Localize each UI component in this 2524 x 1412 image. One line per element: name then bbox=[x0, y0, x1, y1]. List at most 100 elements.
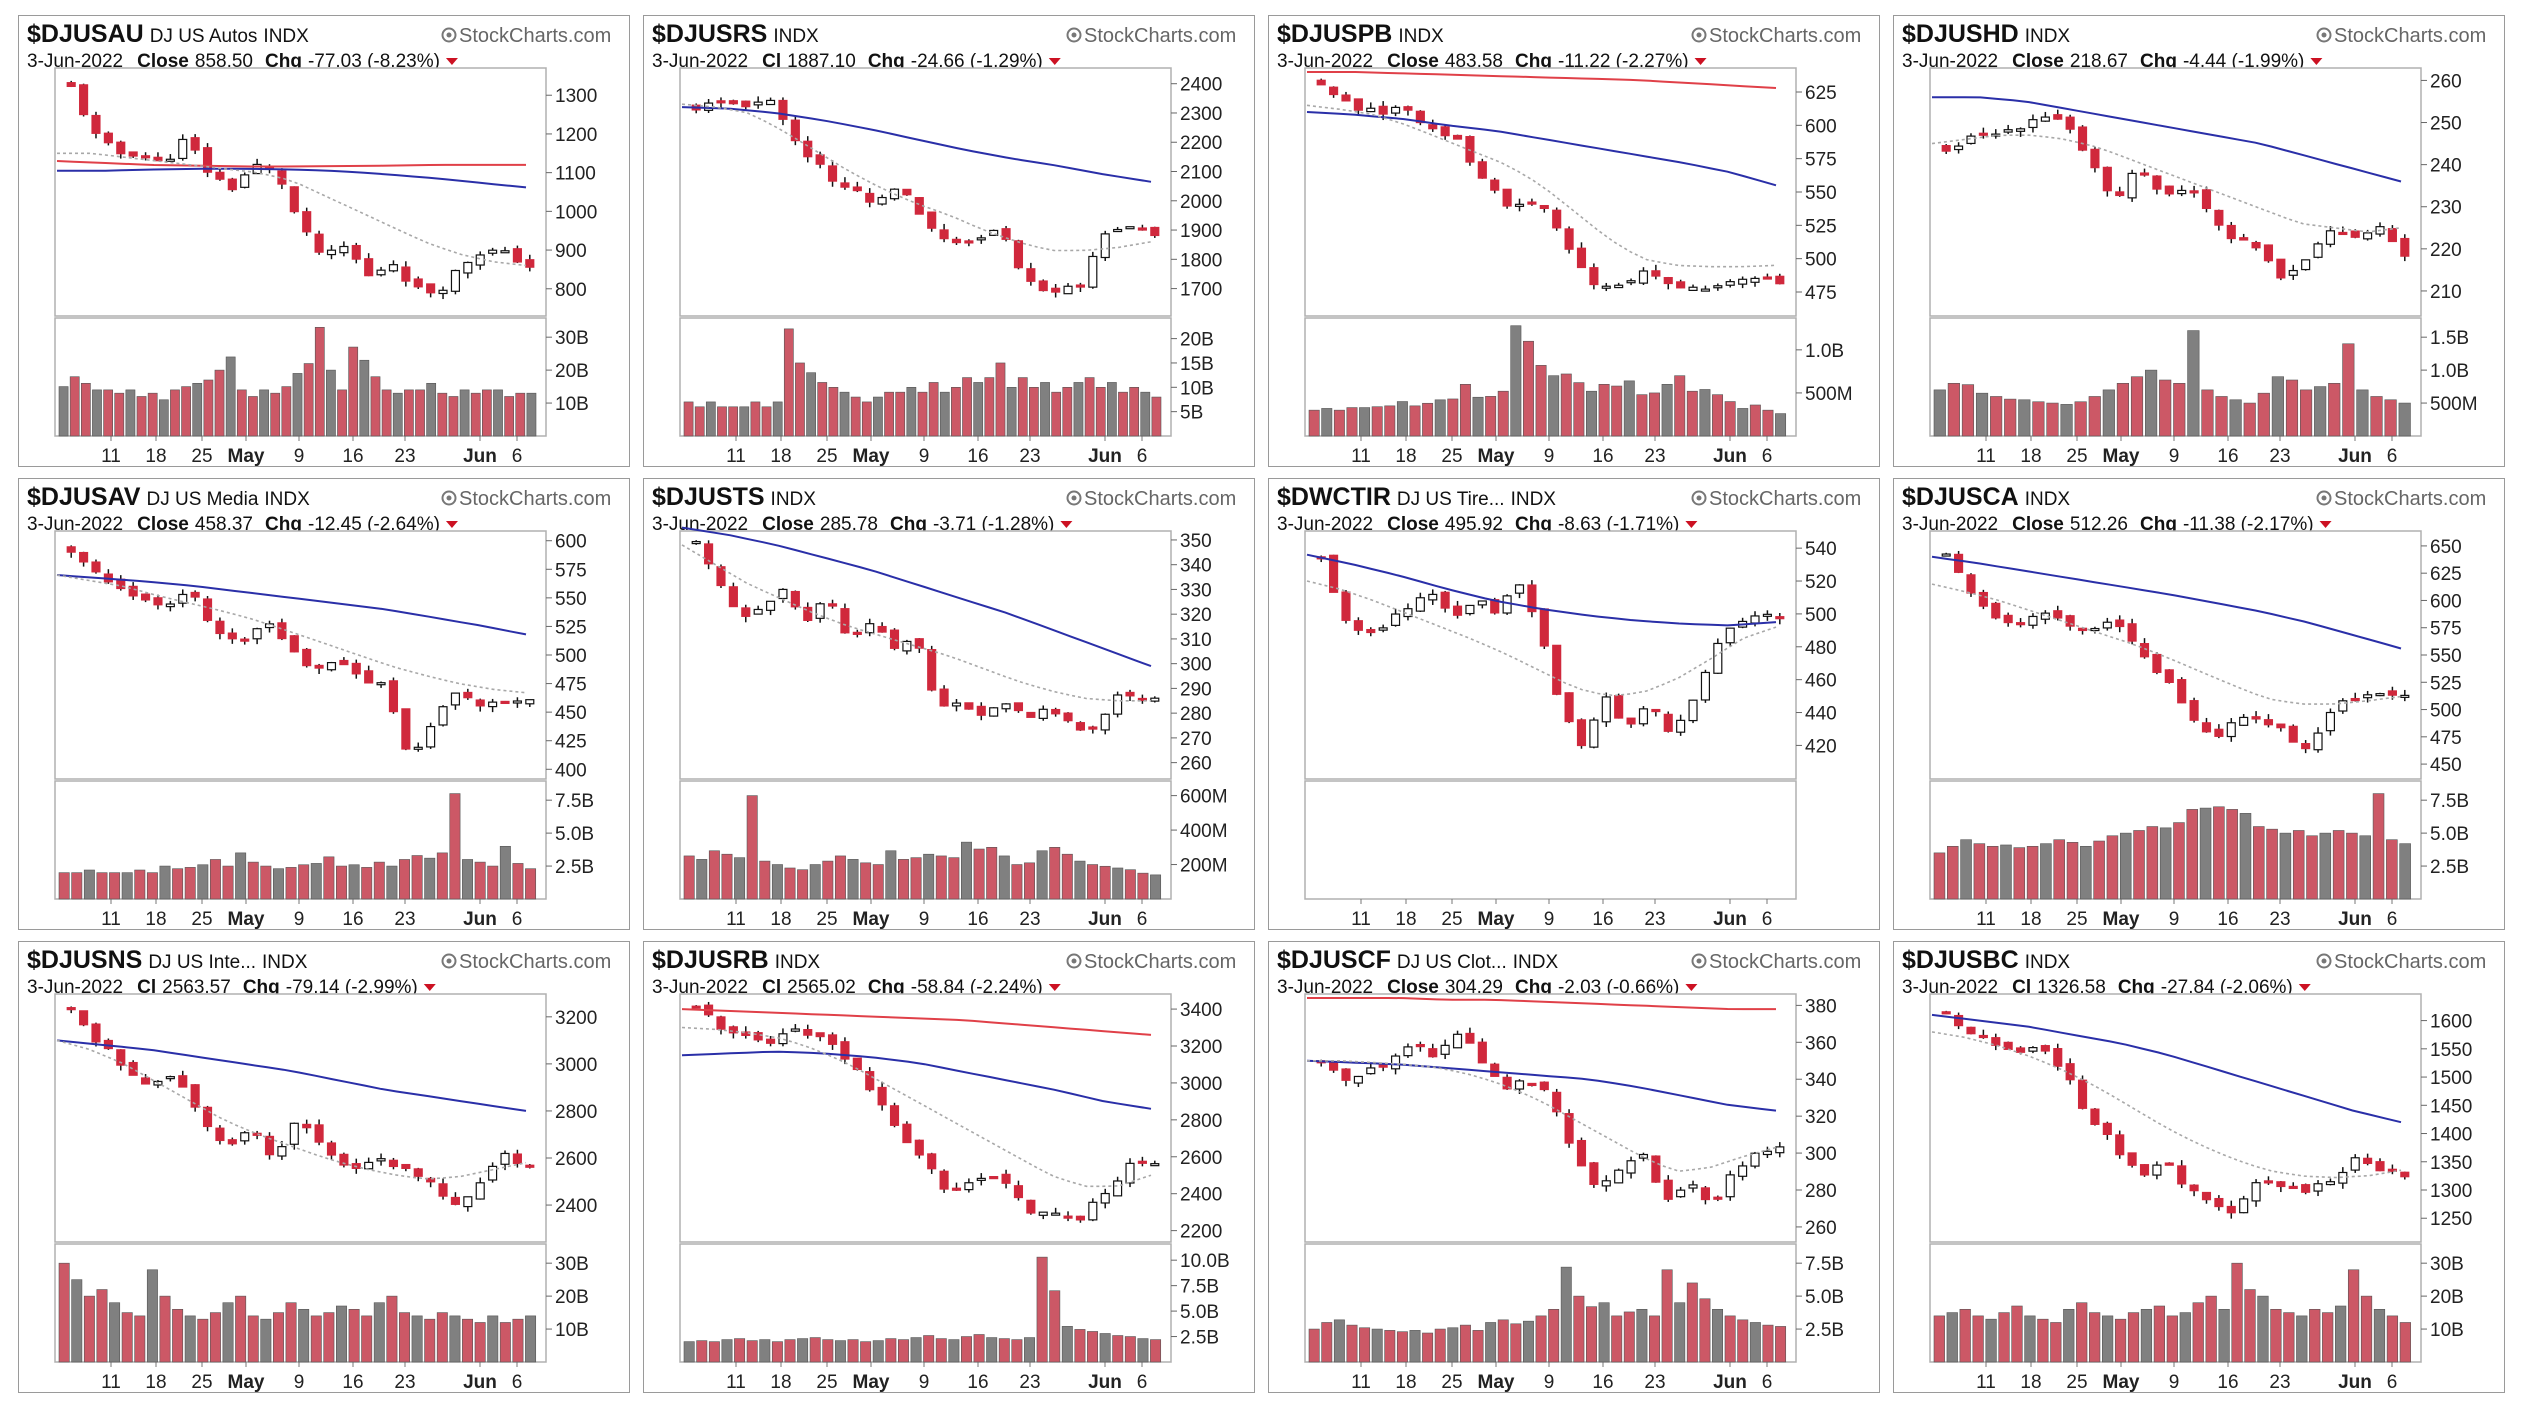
volume-bar bbox=[897, 859, 909, 900]
price-tick-label: 1800 bbox=[1180, 250, 1222, 271]
candle-up bbox=[2015, 128, 2026, 132]
stockcharts-logo-dot bbox=[1696, 958, 1702, 964]
stockcharts-logo-dot bbox=[1071, 32, 1077, 38]
quote-close-label: Close bbox=[2012, 51, 2064, 72]
x-tick-label: 18 bbox=[2020, 909, 2041, 930]
x-tick-label: May bbox=[1478, 909, 1515, 930]
volume-bar bbox=[146, 1269, 158, 1363]
volume-bar bbox=[1737, 1319, 1749, 1363]
candle-down bbox=[1316, 79, 1326, 86]
candle-down bbox=[1001, 1173, 1011, 1184]
volume-bar bbox=[512, 1318, 524, 1363]
volume-bar bbox=[1107, 382, 1117, 437]
chart-panel-djusrs[interactable]: $DJUSRS INDX StockCharts.com 3-Jun-2022 Cl 18… bbox=[643, 15, 1255, 467]
candle-up bbox=[488, 701, 498, 708]
chart-panel-djusrb[interactable]: $DJUSRB INDX StockCharts.com 3-Jun-2022 Cl 25… bbox=[643, 941, 1255, 1393]
candle-up bbox=[1001, 703, 1011, 710]
stockcharts-logo-icon bbox=[2316, 490, 2332, 506]
chart-panel-djusca[interactable]: $DJUSCA INDX StockCharts.com 3-Jun-2022 Clos… bbox=[1893, 478, 2505, 930]
candle-up bbox=[1100, 713, 1110, 731]
candle-down bbox=[2201, 189, 2212, 209]
chart-panel-djusns[interactable]: $DJUSNS DJ US Inte... INDX StockCharts.com 3… bbox=[18, 941, 630, 1393]
candle-down bbox=[1477, 161, 1487, 179]
candle-down bbox=[1539, 1081, 1549, 1091]
price-tick-label: 425 bbox=[555, 732, 587, 753]
volume-bar bbox=[1124, 1336, 1136, 1363]
candle-up bbox=[1125, 226, 1135, 230]
chart-panel-djusts[interactable]: $DJUSTS INDX StockCharts.com 3-Jun-2022 Clos… bbox=[643, 478, 1255, 930]
quote-change-value: -77.03 (-8.23%) bbox=[308, 51, 440, 72]
ma-red-line bbox=[1307, 71, 1777, 89]
quote-change-value: -8.63 (-1.71%) bbox=[1558, 514, 1679, 535]
volume-bar bbox=[1140, 391, 1151, 437]
candle-down bbox=[1063, 1215, 1073, 1219]
volume-bar bbox=[197, 864, 209, 900]
candle-down bbox=[815, 154, 825, 165]
chart-panel-djushd[interactable]: $DJUSHD INDX StockCharts.com 3-Jun-2022 Clos… bbox=[1893, 15, 2505, 467]
chart-panel-djuspb[interactable]: $DJUSPB INDX StockCharts.com 3-Jun-2022 Clos… bbox=[1268, 15, 1880, 467]
volume-tick-label: 2.5B bbox=[2430, 857, 2469, 878]
candle-down bbox=[951, 1187, 962, 1191]
candle-down bbox=[1589, 1162, 1599, 1185]
candle-down bbox=[2053, 114, 2063, 120]
price-tick-label: 380 bbox=[1805, 996, 1837, 1017]
volume-bar bbox=[1975, 392, 1989, 437]
chart-exchange: INDX bbox=[2025, 489, 2071, 510]
candle-up bbox=[376, 682, 386, 686]
volume-bar bbox=[2328, 382, 2341, 437]
volume-tick-label: 10B bbox=[2430, 1320, 2464, 1341]
candle-up bbox=[765, 600, 776, 611]
candle-down bbox=[2387, 228, 2397, 243]
x-tick-label: 23 bbox=[2269, 909, 2290, 930]
candle-down bbox=[2350, 697, 2360, 702]
chart-panel-djusav[interactable]: $DJUSAV DJ US Media INDX StockCharts.com 3-J… bbox=[18, 478, 630, 930]
price-tick-label: 1700 bbox=[1180, 280, 1222, 301]
candle-down bbox=[178, 1075, 188, 1088]
x-tick-label: Jun bbox=[2338, 1372, 2372, 1393]
stockcharts-logo-icon bbox=[2316, 27, 2332, 43]
volume-bar bbox=[2332, 830, 2345, 900]
chart-panel-dwctir[interactable]: $DWCTIR DJ US Tire... INDX StockCharts.com 3… bbox=[1268, 478, 1880, 930]
chart-exchange: INDX bbox=[2025, 952, 2071, 973]
candle-up bbox=[450, 269, 461, 292]
price-pane bbox=[1929, 67, 2422, 317]
volume-tick-label: 30B bbox=[555, 328, 589, 349]
price-tick-label: 320 bbox=[1180, 605, 1212, 626]
volume-bar bbox=[71, 1279, 83, 1363]
volume-bar bbox=[1346, 1324, 1358, 1363]
chart-panel-djusbc[interactable]: $DJUSBC INDX StockCharts.com 3-Jun-2022 Cl 13… bbox=[1893, 941, 2505, 1393]
volume-bar bbox=[2205, 1295, 2217, 1363]
volume-bar bbox=[1036, 850, 1048, 900]
volume-bar bbox=[83, 1295, 95, 1363]
price-tick-label: 575 bbox=[2430, 619, 2462, 640]
stockcharts-logo-icon bbox=[441, 27, 457, 43]
volume-bar bbox=[525, 868, 537, 900]
quote-close-value: 483.58 bbox=[1445, 51, 1503, 72]
candle-down bbox=[1137, 1160, 1147, 1164]
price-tick-label: 520 bbox=[1805, 572, 1837, 593]
x-tick-label: 9 bbox=[919, 446, 930, 467]
chart-exchange: INDX bbox=[2025, 26, 2071, 47]
volume-bar bbox=[2146, 826, 2159, 900]
down-arrow-icon bbox=[1685, 984, 1698, 991]
candle-down bbox=[2387, 690, 2397, 696]
candle-down bbox=[351, 662, 361, 675]
candle-down bbox=[2164, 669, 2174, 683]
candle-down bbox=[1991, 1037, 2001, 1046]
candle-up bbox=[964, 1182, 974, 1191]
volume-bar bbox=[750, 401, 761, 437]
chart-panel-djusau[interactable]: $DJUSAU DJ US Autos INDX StockCharts.com 3-J… bbox=[18, 15, 630, 467]
price-tick-label: 500 bbox=[555, 646, 587, 667]
volume-bar bbox=[746, 1340, 758, 1363]
price-tick-label: 650 bbox=[2430, 537, 2462, 558]
chart-panel-djuscf[interactable]: $DJUSCF DJ US Clot... INDX StockCharts.com 3… bbox=[1268, 941, 1880, 1393]
chart-exchange: INDX bbox=[1513, 952, 1559, 973]
price-tick-label: 600 bbox=[1805, 116, 1837, 137]
volume-bar bbox=[1712, 1308, 1724, 1363]
candle-down bbox=[1013, 702, 1024, 712]
volume-bar bbox=[125, 389, 136, 437]
x-tick-label: 25 bbox=[816, 446, 837, 467]
volume-tick-label: 400M bbox=[1180, 821, 1228, 842]
volume-bar bbox=[1661, 1269, 1673, 1363]
x-tick-label: 11 bbox=[1351, 1372, 1371, 1393]
